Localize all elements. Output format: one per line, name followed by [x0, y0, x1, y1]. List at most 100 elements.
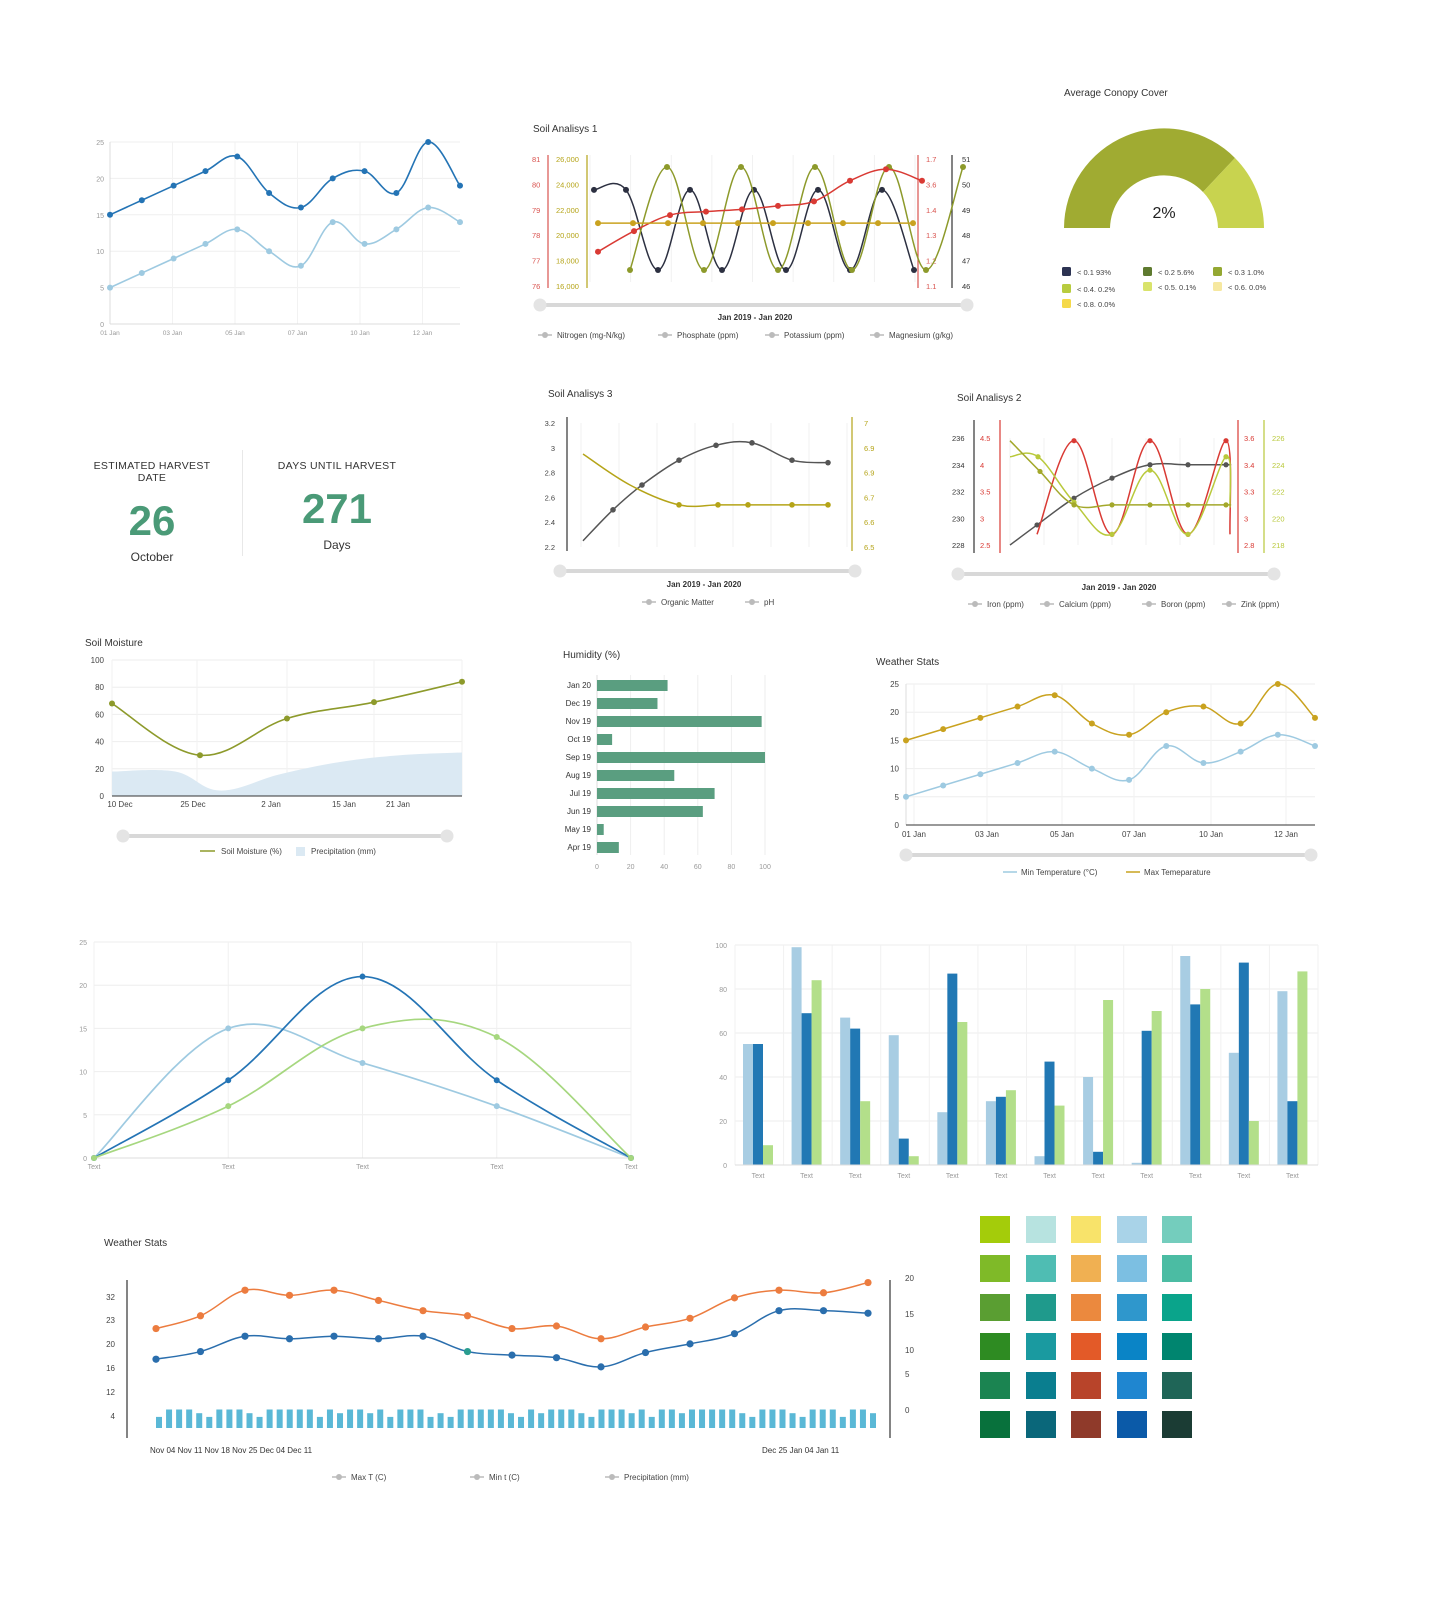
c10-precipitation-bar	[638, 1409, 645, 1428]
c2-series-olive-point	[960, 164, 966, 170]
c7-range-slider-handle-right	[1304, 848, 1318, 862]
c3-series-1-point	[745, 502, 751, 508]
c2-left-tick-b: 22,000	[556, 206, 579, 215]
c10-x-label-left: Nov 04 Nov 11 Nov 18 Nov 25 Dec 04 Dec 1…	[150, 1446, 313, 1455]
palette-swatch	[1162, 1411, 1192, 1438]
c8-series-1-point	[225, 1077, 232, 1084]
days-until-harvest-value: 271	[301, 485, 373, 532]
c9-bar	[1044, 1061, 1055, 1165]
c2-series-red-point	[703, 208, 709, 215]
c3-legend-item-label: pH	[764, 598, 774, 607]
c7-x-tick: 07 Jan	[1122, 830, 1146, 839]
c4-right-tick-b: 226	[1272, 434, 1285, 443]
c6-x-tick: 60	[694, 864, 702, 871]
c4-right-tick-a: 2.8	[1244, 541, 1254, 550]
c9-bar	[1248, 1121, 1259, 1165]
c3-legend-item-dot	[749, 599, 755, 605]
palette-swatch	[1162, 1372, 1192, 1399]
c2-series-red-point	[883, 166, 889, 173]
c7-range-slider-handle-left	[899, 848, 913, 862]
c8-y-tick: 25	[79, 940, 87, 947]
palette-swatch	[1071, 1372, 1101, 1399]
palette-swatch	[1071, 1411, 1101, 1438]
c2-series-red-point	[775, 202, 781, 209]
c1-series-1-point	[393, 226, 400, 233]
c9-bar	[995, 1096, 1006, 1165]
harvest-date-value: 26	[128, 497, 176, 544]
c10-series-1-point	[597, 1363, 605, 1371]
c2-legend-item-dot	[662, 332, 668, 338]
palette-swatch	[980, 1372, 1010, 1399]
c7-series-0-point	[1200, 759, 1207, 766]
days-until-harvest-unit: Days	[323, 538, 351, 552]
c2-series-red-line	[597, 168, 923, 253]
canopy-title: Average Conopy Cover	[1064, 88, 1168, 99]
c5-x-tick: 25 Dec	[180, 800, 205, 809]
c4-right-tick-a: 3.4	[1244, 461, 1254, 470]
c1-x-tick: 12 Jan	[413, 330, 433, 337]
c2-series-gold-point	[665, 220, 671, 227]
chart-6-humidity: 0 20 40 60 80 100 Jan 20 Dec 19 Nov 19 Oct 19 Sep …	[565, 675, 771, 871]
c10-series-1-point	[730, 1330, 739, 1338]
c4-series-2-point	[1223, 454, 1229, 460]
c10-precipitation-bar	[699, 1409, 706, 1428]
c7-series-0-point	[1051, 748, 1058, 755]
c6-x-tick: 80	[728, 864, 736, 871]
c9-bar	[1141, 1030, 1152, 1165]
c1-series-1-point	[202, 240, 209, 247]
c7-series-1-point	[940, 726, 947, 733]
c7-series-1-point	[903, 737, 909, 744]
color-palette	[980, 1216, 1192, 1441]
c1-series-1-point	[361, 240, 368, 247]
c2-series-gold-point	[910, 220, 916, 227]
c7-series-0-point	[903, 793, 909, 800]
c9-bar	[1200, 989, 1211, 1165]
c6-category-label: Jun 19	[567, 807, 592, 816]
c3-left-tick: 3	[551, 444, 555, 453]
c4-series-3-point	[1037, 468, 1043, 475]
days-until-harvest-kpi: DAYS UNTIL HARVEST 271 Days	[276, 460, 398, 552]
c9-bar	[743, 1044, 753, 1165]
c9-x-tick: Text	[800, 1173, 813, 1180]
canopy-legend-swatch	[1213, 267, 1222, 276]
c9-x-tick: Text	[1140, 1173, 1153, 1180]
c10-right-tick: 20	[905, 1274, 914, 1283]
c1-series-0-point	[361, 168, 368, 175]
c10-precipitation-bar	[568, 1409, 575, 1428]
c9-y-tick: 0	[723, 1163, 727, 1170]
canopy-legend-label: < 0.6. 0.0%	[1228, 283, 1266, 292]
c7-x-tick: 12 Jan	[1274, 830, 1298, 839]
c4-series-2-line	[1009, 452, 1232, 536]
c9-y-tick: 60	[719, 1031, 727, 1038]
c10-precipitation-bar	[166, 1409, 173, 1428]
c10-precipitation-bar	[387, 1416, 394, 1428]
c1-series-1-point	[425, 204, 432, 211]
c2-right-tick-b: 50	[962, 180, 970, 189]
c2-series-navy-point	[719, 267, 725, 273]
c4-left-tick-b: 4	[980, 461, 984, 470]
c4-legend-item-dot	[1146, 601, 1152, 607]
c2-left-tick-a: 77	[532, 257, 540, 266]
chart-7-title: Weather Stats	[876, 657, 940, 668]
c5-legend-moisture-label: Soil Moisture (%)	[221, 847, 282, 856]
c2-left-tick-a: 78	[532, 231, 540, 240]
c10-precipitation-bar	[377, 1409, 384, 1428]
c9-x-tick: Text	[1286, 1173, 1299, 1180]
c10-precipitation-bar	[477, 1409, 484, 1428]
c2-left-tick-a: 80	[532, 180, 540, 189]
c5-range-slider-handle-left	[116, 829, 130, 843]
c2-series-navy-point	[687, 186, 693, 193]
c10-series-0-point	[152, 1324, 160, 1333]
c2-right-tick-a: 3.6	[926, 180, 936, 189]
canopy-legend-label: < 0.2 5.6%	[1158, 268, 1194, 277]
c7-series-0-point	[940, 782, 947, 789]
c7-series-0-line	[905, 734, 1316, 798]
c2-right-tick-a: 1.7	[926, 155, 936, 164]
c9-x-tick: Text	[1189, 1173, 1202, 1180]
c5-soil-moisture-point	[459, 678, 465, 685]
c4-range-slider-handle-left	[951, 567, 965, 581]
c2-series-gold-point	[630, 220, 636, 227]
c7-series-0-point	[1126, 776, 1133, 783]
c2-series-olive-point	[849, 267, 855, 273]
c9-bar	[957, 1022, 968, 1165]
